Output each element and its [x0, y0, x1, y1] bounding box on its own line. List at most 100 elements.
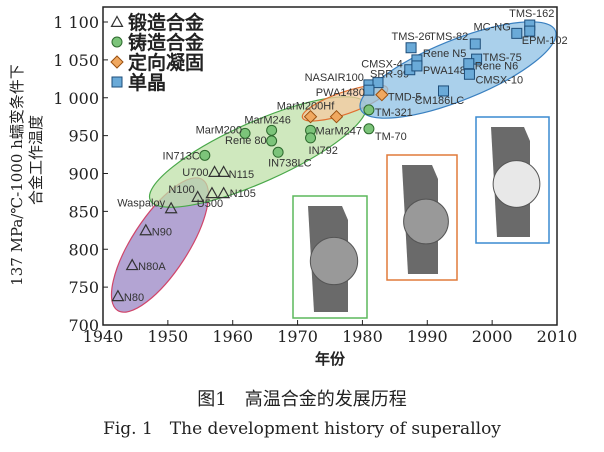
data-point-square	[524, 25, 536, 37]
data-label: N80A	[138, 261, 166, 273]
blade-section-image	[309, 236, 359, 286]
data-point-square	[372, 77, 384, 89]
y-tick-label: 1 000	[53, 89, 99, 108]
legend-label: 单晶	[128, 71, 166, 94]
data-label: CMSX-4	[361, 59, 403, 71]
data-label: PWA1480	[316, 87, 365, 99]
data-point-circle	[305, 132, 317, 144]
y-tick-label: 900	[68, 165, 99, 184]
legend-marker-square	[111, 76, 123, 88]
data-point-circle	[363, 104, 375, 116]
data-label: U500	[197, 198, 223, 210]
data-point-square	[411, 60, 423, 72]
y-tick-label: 950	[68, 127, 99, 146]
data-point-triangle	[217, 165, 231, 177]
x-tick-label: 1990	[407, 327, 448, 346]
data-point-circle	[363, 123, 375, 135]
data-label: TMS-162	[509, 8, 554, 20]
legend-marker-circle	[111, 36, 123, 48]
data-label: TM-70	[375, 131, 407, 143]
data-label: U700	[182, 167, 208, 179]
data-point-circle	[272, 146, 284, 158]
data-point-triangle	[191, 190, 205, 202]
data-point-circle	[239, 127, 251, 139]
data-label: TMS-82	[429, 31, 468, 43]
legend-label: 铸造合金	[128, 31, 205, 54]
data-point-triangle	[139, 223, 153, 236]
data-point-triangle	[205, 186, 219, 199]
caption-cn: 图1 高温合金的发展历程	[197, 389, 407, 410]
data-point-circle	[266, 124, 278, 136]
y-axis-label: 137 MPa/℃-1000 h蠕变条件下	[8, 64, 26, 286]
data-label: N80	[124, 292, 144, 304]
data-point-circle	[199, 149, 211, 161]
x-tick-label: 1960	[212, 327, 253, 346]
x-tick-label: 1970	[277, 327, 318, 346]
data-label: Rene N5	[423, 48, 466, 60]
data-label: TMS-26	[392, 31, 431, 43]
y-tick-label: 850	[68, 202, 99, 221]
data-label: Waspaloy	[117, 197, 165, 209]
x-tick-label: 2010	[537, 327, 578, 346]
data-label: EPM-102	[522, 35, 568, 47]
legend-label: 定向凝固	[128, 51, 204, 74]
y-tick-label: 700	[68, 316, 99, 335]
y-axis-label: 合金工作温度	[27, 115, 45, 205]
data-point-square	[463, 58, 475, 70]
data-label: N105	[230, 188, 256, 200]
blade-section-image	[492, 160, 541, 208]
x-tick-label: 1950	[147, 327, 188, 346]
data-point-diamond	[329, 109, 344, 124]
data-label: MarM200	[196, 124, 242, 136]
x-axis-label: 年份	[315, 350, 346, 368]
data-point-square	[405, 42, 417, 54]
data-point-diamond	[303, 109, 318, 124]
y-tick-label: 1 100	[53, 13, 99, 32]
data-label: TMS-75	[483, 52, 522, 64]
data-label: PWA1484	[423, 65, 472, 77]
x-tick-label: 2000	[472, 327, 513, 346]
chart: 1940 1950 1960 1970 1980 1990 2000 2010 700 750 80…	[8, 6, 578, 368]
x-tick-label: 1940	[83, 327, 124, 346]
data-point-triangle	[111, 289, 125, 302]
legend-label: 锻造合金	[128, 11, 205, 34]
data-label: MC-NG	[474, 21, 511, 33]
data-label: MarM200Hf	[277, 101, 335, 113]
data-point-diamond	[375, 88, 389, 102]
data-point-square	[511, 27, 523, 39]
y-tick-label: 800	[68, 240, 99, 259]
data-point-square	[463, 68, 475, 80]
data-point-square	[469, 38, 481, 50]
data-label: NASAIR100	[305, 72, 364, 84]
y-tick-label: 750	[68, 278, 99, 297]
data-label: IN738LC	[268, 157, 311, 169]
legend-marker-triangle	[110, 15, 124, 27]
data-label: MarM246	[244, 114, 290, 126]
data-label: TMD-5	[388, 92, 422, 104]
data-label: CM186LC	[415, 95, 465, 107]
y-tick-label: 1 050	[53, 51, 99, 70]
data-point-square	[363, 84, 375, 96]
caption-en: Fig. 1 The development history of supera…	[103, 419, 501, 439]
data-label: N115	[229, 169, 254, 181]
data-point-triangle	[164, 201, 178, 214]
data-label: N90	[152, 226, 172, 238]
data-label: N100	[168, 184, 194, 196]
plot-frame	[102, 6, 558, 326]
data-label: SRR-99	[370, 69, 409, 81]
blade-section-image	[403, 198, 449, 245]
legend-marker-diamond	[110, 55, 124, 69]
data-point-triangle	[125, 258, 139, 271]
data-label: Rene N6	[475, 61, 518, 73]
region-3	[359, 21, 557, 119]
data-label: MarM247	[316, 125, 362, 137]
data-point-circle	[266, 135, 278, 147]
data-label: IN713C	[163, 150, 200, 162]
data-label: CMSX-10	[475, 74, 523, 86]
data-label: TM-321	[375, 107, 413, 119]
x-tick-label: 1980	[342, 327, 383, 346]
data-point-triangle	[217, 186, 231, 199]
data-point-square	[438, 85, 449, 97]
data-label: IN792	[309, 145, 338, 157]
